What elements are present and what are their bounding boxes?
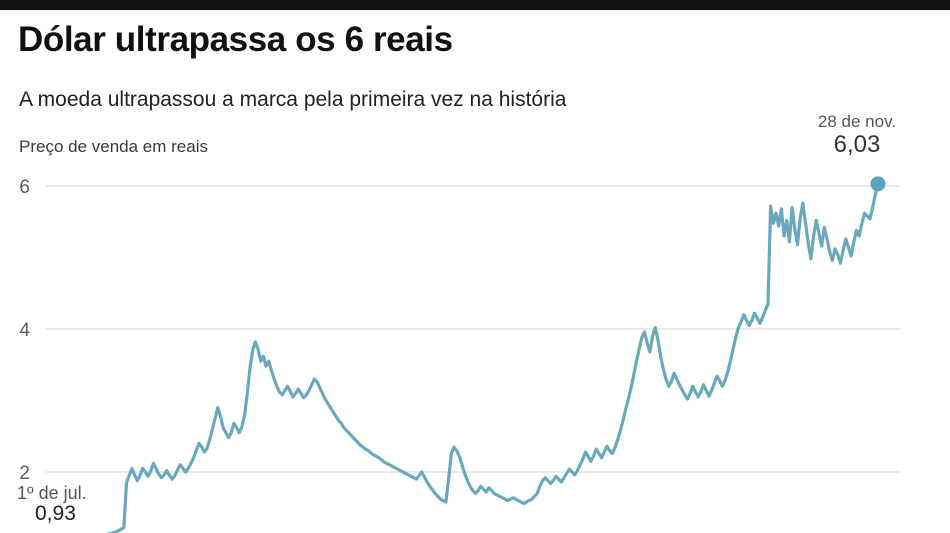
start-point-value: 0,93 — [35, 502, 76, 526]
chart-y-axis-labels: 2 4 6 — [19, 177, 30, 484]
start-point-date: 1º de jul. — [17, 483, 87, 503]
end-point-date: 28 de nov. — [817, 112, 897, 131]
y-axis-tick-4: 4 — [19, 320, 30, 341]
y-axis-tick-2: 2 — [19, 463, 30, 484]
page-title: Dólar ultrapassa os 6 reais — [18, 20, 453, 59]
chart-gridlines — [46, 185, 900, 473]
end-point-annotation: 28 de nov. 6,03 — [782, 112, 932, 159]
y-axis-tick-6: 6 — [19, 177, 30, 198]
start-point-annotation: 1º de jul. 0,93 — [17, 483, 87, 526]
chart-series-line — [106, 182, 880, 533]
top-black-bar — [0, 0, 950, 10]
chart-unit-note: Preço de venda em reais — [19, 137, 208, 156]
end-point-value: 6,03 — [833, 131, 881, 159]
page-subtitle: A moeda ultrapassou a marca pela primeir… — [19, 88, 567, 111]
chart-end-point-marker — [870, 176, 886, 192]
